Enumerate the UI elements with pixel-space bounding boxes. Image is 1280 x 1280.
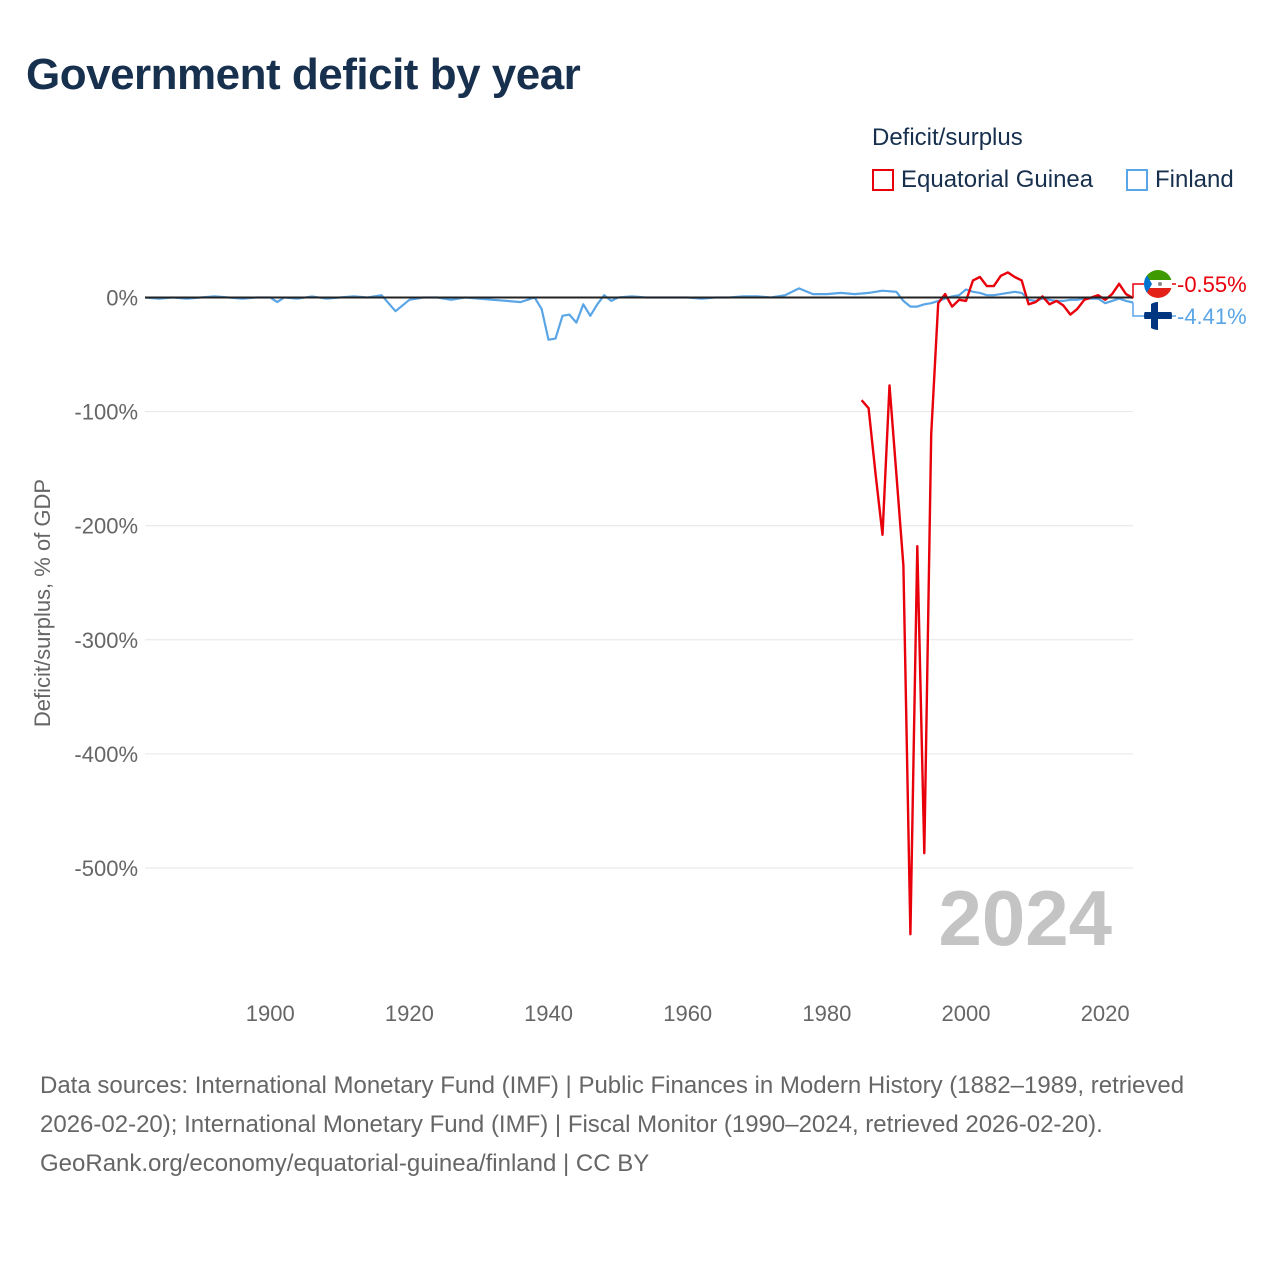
end-label-finland: -4.41% [1177, 304, 1247, 329]
x-axis: 1900 1920 1940 1960 1980 2000 2020 [246, 1001, 1130, 1026]
legend-item-equatorial-guinea[interactable]: Equatorial Guinea [872, 166, 1093, 194]
series-layer [144, 271, 1134, 936]
footer: Data sources: International Monetary Fun… [40, 1066, 1240, 1183]
x-tick-label: 1900 [246, 1001, 295, 1026]
series-line-finland[interactable] [144, 287, 1134, 341]
x-tick-label: 2020 [1081, 1001, 1130, 1026]
grid-lines [145, 411, 1133, 869]
end-label-equatorial-guinea: -0.55% [1177, 272, 1247, 297]
y-axis-title: Deficit/surplus, % of GDP [30, 479, 55, 727]
page-title: Government deficit by year [26, 50, 581, 99]
y-tick-label: -400% [74, 742, 138, 767]
credit-link[interactable]: GeoRank.org/economy/equatorial-guinea/fi… [40, 1150, 650, 1177]
x-tick-label: 2000 [942, 1001, 991, 1026]
y-tick-label: 0% [106, 286, 138, 311]
y-tick-label: -100% [74, 400, 138, 425]
line-chart: 0% -100% -200% -300% -400% -500% 1900 1920 1940… [30, 270, 1247, 1026]
legend-title: Deficit/surplus [872, 124, 1023, 151]
data-sources-text: Data sources: International Monetary Fun… [40, 1072, 1185, 1138]
legend-label-equatorial-guinea: Equatorial Guinea [901, 166, 1094, 193]
finland-flag [1144, 302, 1172, 330]
legend-swatch-finland [1126, 169, 1148, 191]
equatorial-guinea-flag [1144, 270, 1172, 298]
legend-item-finland[interactable]: Finland [1126, 166, 1234, 194]
series-line-equatorial-guinea[interactable] [860, 271, 1134, 936]
legend-swatch-equatorial-guinea [872, 169, 894, 191]
legend-label-finland: Finland [1155, 166, 1234, 193]
y-tick-label: -200% [74, 514, 138, 539]
x-tick-label: 1920 [385, 1001, 434, 1026]
current-year-label: 2024 [938, 874, 1112, 962]
y-tick-label: -300% [74, 628, 138, 653]
y-axis: 0% -100% -200% -300% -400% -500% [74, 286, 138, 882]
x-tick-label: 1940 [524, 1001, 573, 1026]
x-tick-label: 1960 [663, 1001, 712, 1026]
x-tick-label: 1980 [802, 1001, 851, 1026]
y-tick-label: -500% [74, 856, 138, 881]
